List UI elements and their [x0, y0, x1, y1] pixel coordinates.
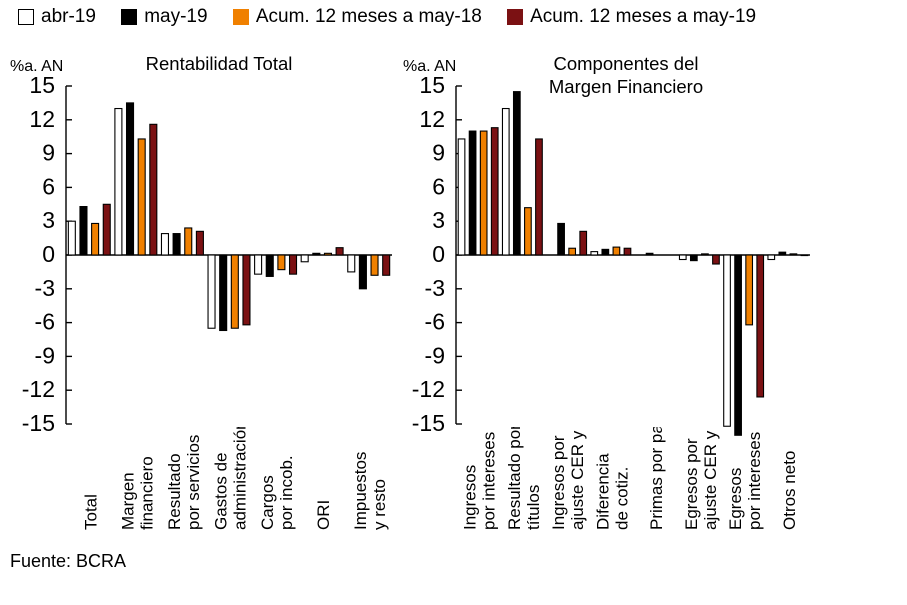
svg-text:0: 0 — [432, 241, 445, 267]
svg-text:15: 15 — [29, 72, 55, 98]
svg-text:Diferencia: Diferencia — [593, 453, 612, 530]
svg-text:-12: -12 — [22, 376, 55, 402]
svg-text:Otros neto: Otros neto — [780, 451, 799, 530]
svg-text:por intereses: por intereses — [480, 432, 499, 530]
svg-text:-15: -15 — [412, 410, 445, 436]
svg-text:financiero: financiero — [137, 456, 156, 530]
svg-text:Resultado: Resultado — [165, 453, 184, 530]
svg-text:-9: -9 — [425, 342, 445, 368]
svg-text:ajuste CER y CVS: ajuste CER y CVS — [568, 391, 587, 530]
svg-text:por incob.: por incob. — [277, 455, 296, 530]
svg-text:por servicios: por servicios — [184, 435, 203, 530]
svg-text:-6: -6 — [425, 309, 445, 335]
svg-text:12: 12 — [29, 106, 55, 132]
svg-text:9: 9 — [432, 140, 445, 166]
svg-text:-6: -6 — [35, 309, 55, 335]
svg-text:-9: -9 — [35, 342, 55, 368]
svg-text:Rentabilidad Total: Rentabilidad Total — [146, 53, 293, 74]
svg-text:Egresos: Egresos — [726, 468, 745, 530]
svg-text:ORI: ORI — [314, 500, 333, 530]
svg-text:Resultado por: Resultado por — [505, 424, 524, 530]
svg-text:Componentes del: Componentes del — [553, 53, 698, 74]
svg-text:0: 0 — [42, 241, 55, 267]
svg-text:por intereses: por intereses — [745, 432, 764, 530]
svg-text:-12: -12 — [412, 376, 445, 402]
svg-text:Total: Total — [81, 494, 100, 530]
svg-text:-3: -3 — [425, 275, 445, 301]
svg-text:3: 3 — [432, 207, 445, 233]
svg-text:6: 6 — [42, 173, 55, 199]
svg-text:Egresos por: Egresos por — [682, 438, 701, 530]
svg-text:ajuste CER y CVS: ajuste CER y CVS — [701, 391, 720, 530]
svg-text:Ingresos por: Ingresos por — [549, 435, 568, 530]
svg-text:9: 9 — [42, 140, 55, 166]
svg-text:títulos: títulos — [524, 485, 543, 530]
svg-text:-15: -15 — [22, 410, 55, 436]
svg-text:Ingresos: Ingresos — [461, 465, 480, 530]
svg-text:Margen Financiero: Margen Financiero — [549, 76, 703, 97]
svg-text:Primas por pase: Primas por pase — [647, 406, 666, 530]
svg-text:Impuestos: Impuestos — [351, 452, 370, 530]
svg-text:12: 12 — [419, 106, 445, 132]
svg-text:Cargos: Cargos — [258, 475, 277, 530]
svg-text:administración: administración — [230, 420, 249, 530]
svg-text:Margen: Margen — [118, 472, 137, 530]
svg-text:Gastos de: Gastos de — [211, 453, 230, 531]
svg-text:6: 6 — [432, 173, 445, 199]
svg-text:-3: -3 — [35, 275, 55, 301]
svg-text:3: 3 — [42, 207, 55, 233]
svg-text:de cotiz.: de cotiz. — [612, 467, 631, 530]
svg-text:15: 15 — [419, 72, 445, 98]
svg-text:y resto: y resto — [370, 479, 389, 530]
